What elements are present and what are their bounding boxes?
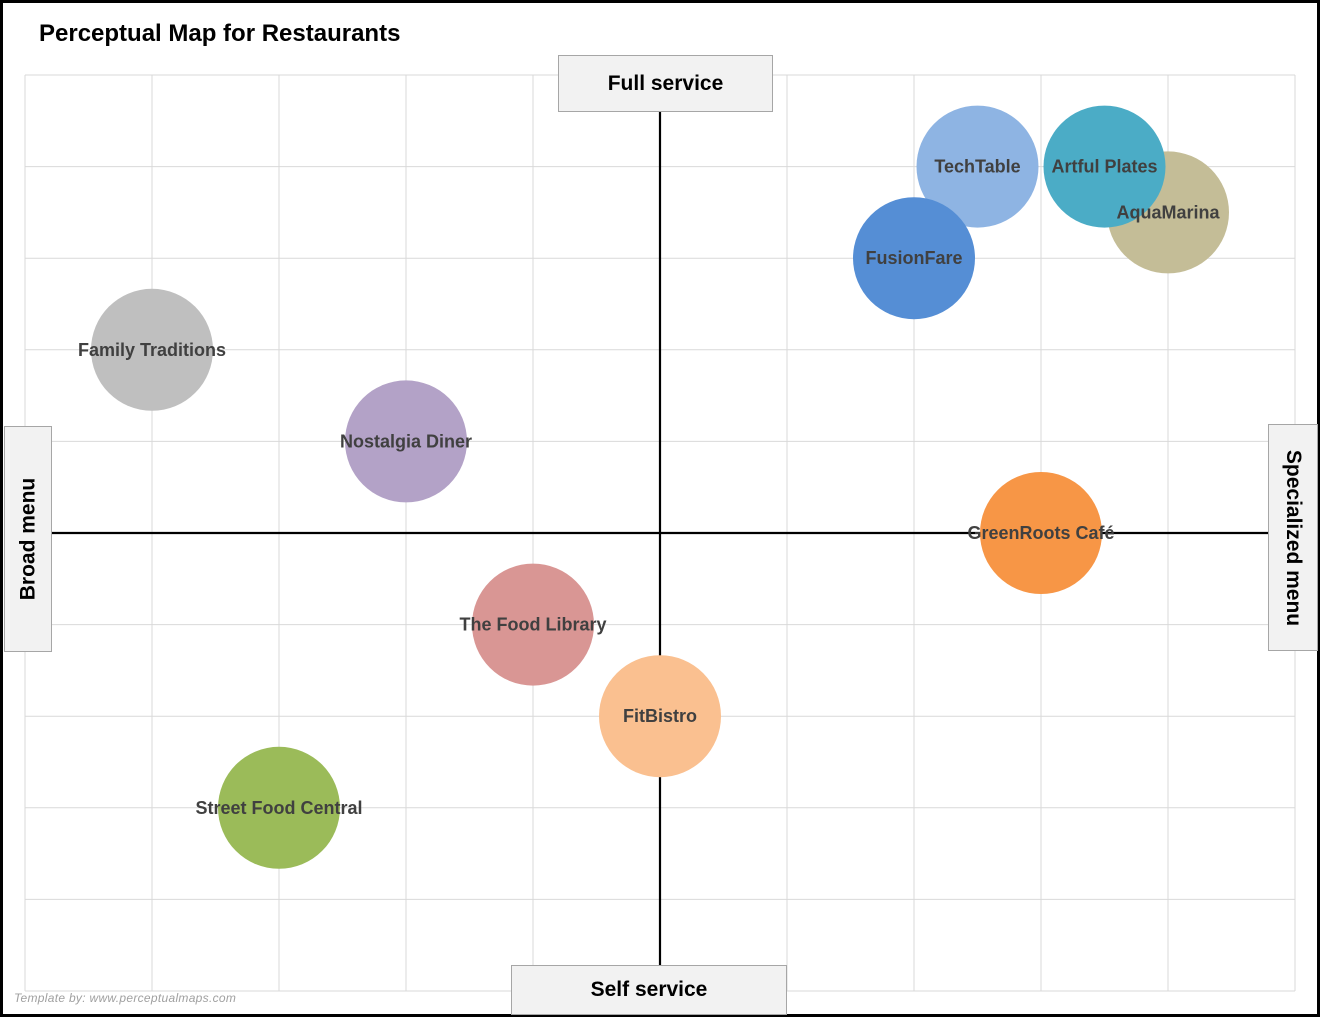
bubble-greenroots-caf- (980, 472, 1102, 594)
bubble-label: TechTable (934, 157, 1020, 177)
bubble-family-traditions (91, 288, 213, 411)
bubble-artful-plates (1043, 105, 1166, 228)
axis-label-left: Broad menu (4, 426, 52, 652)
bubble-label: Street Food Central (195, 798, 362, 818)
axis-label-bottom: Self service (511, 965, 787, 1015)
bubble-label: FitBistro (623, 706, 697, 726)
bubble-techtable (916, 105, 1039, 228)
bubble-label: AquaMarina (1116, 202, 1220, 222)
template-credit: Template by: www.perceptualmaps.com (14, 991, 237, 1005)
bubble-fitbistro (599, 655, 721, 778)
bubble-label: Nostalgia Diner (340, 431, 472, 451)
bubble-label: FusionFare (865, 248, 962, 268)
bubble-label: Family Traditions (78, 340, 226, 360)
bubble-label: Artful Plates (1051, 157, 1157, 177)
bubble-fusionfare (853, 197, 975, 320)
bubble-nostalgia-diner (345, 380, 467, 503)
bubbles: TechTable AquaMarina Artful Plates FusionFa… (78, 105, 1229, 869)
axis-label-right: Specialized menu (1268, 424, 1318, 651)
bubble-label: The Food Library (459, 615, 606, 635)
bubble-label: GreenRoots Café (967, 523, 1114, 543)
axis-label-top-text: Full service (607, 71, 724, 95)
bubble-street-food-central (218, 746, 340, 869)
axis-label-left-text: Broad menu (16, 477, 40, 601)
axis-label-right-text: Specialized menu (1282, 449, 1306, 626)
axis-label-bottom-text: Self service (590, 978, 708, 1001)
chart-title: Perceptual Map for Restaurants (39, 20, 401, 47)
axis-label-top: Full service (558, 55, 773, 112)
bubble-the-food-library (472, 563, 594, 686)
